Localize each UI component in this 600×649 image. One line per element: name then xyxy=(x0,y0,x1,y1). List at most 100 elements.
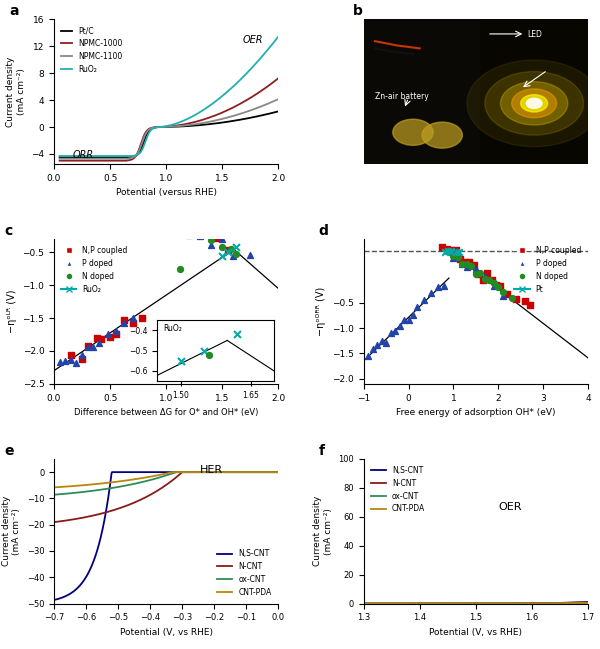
RuO₂ xyxy=(269,40,277,47)
Point xyxy=(476,268,485,278)
Point xyxy=(449,252,458,263)
Point xyxy=(119,315,128,325)
CNT-PDA xyxy=(235,468,242,476)
Point xyxy=(97,334,106,344)
N-CNT xyxy=(235,468,242,476)
CNT-PDA xyxy=(169,468,176,476)
Y-axis label: −ηᵒᴼᴿᴿ (V): −ηᵒᴼᴿᴿ (V) xyxy=(316,287,326,336)
Point xyxy=(399,315,409,326)
Legend: N,S-CNT, N-CNT, ox-CNT, CNT-PDA: N,S-CNT, N-CNT, ox-CNT, CNT-PDA xyxy=(367,463,428,517)
N,S-CNT xyxy=(159,468,166,476)
Point xyxy=(229,251,238,262)
Point xyxy=(498,291,508,301)
Circle shape xyxy=(467,60,600,147)
Line: Pt/C: Pt/C xyxy=(59,112,278,157)
Point xyxy=(83,341,92,351)
NPMC-1000 xyxy=(235,101,242,108)
X-axis label: Potential (V, vs RHE): Potential (V, vs RHE) xyxy=(119,628,212,637)
Point xyxy=(105,332,115,343)
Pt/C xyxy=(275,108,282,116)
NPMC-1000 xyxy=(161,123,169,130)
ox-CNT xyxy=(360,600,367,607)
Point xyxy=(88,341,98,352)
Point xyxy=(446,245,456,256)
NPMC-1100 xyxy=(56,154,63,162)
CNT-PDA xyxy=(494,600,501,607)
Point xyxy=(161,206,171,216)
Y-axis label: Current density
(mA cm⁻²): Current density (mA cm⁻²) xyxy=(2,496,21,567)
Point xyxy=(195,223,205,233)
NPMC-1000 xyxy=(275,75,282,82)
Point xyxy=(77,354,87,365)
Circle shape xyxy=(485,71,584,135)
Line: NPMC-1000: NPMC-1000 xyxy=(59,79,278,161)
Point xyxy=(94,338,104,349)
Pt/C xyxy=(269,109,277,117)
Circle shape xyxy=(393,119,433,145)
ox-CNT xyxy=(270,468,277,476)
N,S-CNT xyxy=(184,468,191,476)
Point xyxy=(156,202,166,213)
Point xyxy=(206,235,216,245)
Point xyxy=(390,326,400,337)
Point xyxy=(173,214,182,225)
Point xyxy=(507,293,517,303)
Point xyxy=(443,246,453,256)
ox-CNT xyxy=(158,473,166,481)
NPMC-1100 xyxy=(275,95,282,103)
Line: ox-CNT: ox-CNT xyxy=(364,603,588,604)
Point xyxy=(433,282,442,292)
Y-axis label: Current density
(mA cm⁻²): Current density (mA cm⁻²) xyxy=(313,496,332,567)
CNT-PDA xyxy=(579,599,586,607)
NPMC-1100 xyxy=(161,123,169,131)
N-CNT xyxy=(184,468,191,476)
Text: a: a xyxy=(9,4,19,18)
Point xyxy=(66,350,76,360)
Point xyxy=(458,259,467,269)
Line: RuO₂: RuO₂ xyxy=(59,36,278,156)
X-axis label: Potential (V, vs RHE): Potential (V, vs RHE) xyxy=(430,628,523,637)
Point xyxy=(231,242,241,252)
Legend: N,P coupled, P doped, N doped, RuO₂: N,P coupled, P doped, N doped, RuO₂ xyxy=(58,243,131,297)
Circle shape xyxy=(512,89,557,117)
N,S-CNT xyxy=(270,468,277,476)
Text: OER: OER xyxy=(498,502,522,511)
Point xyxy=(471,269,481,280)
N,S-CNT xyxy=(172,468,179,476)
Point xyxy=(167,223,176,233)
N-CNT xyxy=(179,468,186,476)
Point xyxy=(61,356,70,367)
Point xyxy=(471,264,481,275)
Point xyxy=(520,295,530,306)
Point xyxy=(111,328,121,339)
Circle shape xyxy=(526,98,542,108)
NPMC-1100 xyxy=(160,123,167,131)
Point xyxy=(493,281,503,291)
Pt/C xyxy=(161,123,169,131)
Point xyxy=(217,251,227,261)
N,S-CNT xyxy=(468,600,475,607)
Point xyxy=(175,263,184,274)
Point xyxy=(437,241,447,252)
Point xyxy=(440,247,450,257)
N,S-CNT xyxy=(235,468,242,476)
Point xyxy=(139,204,149,215)
N,S-CNT xyxy=(109,468,116,476)
N-CNT xyxy=(360,600,367,607)
Point xyxy=(223,245,233,255)
Text: b: b xyxy=(352,4,362,18)
CNT-PDA xyxy=(275,468,282,476)
Pt/C xyxy=(56,153,63,161)
Point xyxy=(119,318,128,328)
Point xyxy=(498,286,508,297)
Point xyxy=(92,333,101,343)
N-CNT xyxy=(494,600,501,607)
Point xyxy=(453,251,463,261)
Point xyxy=(223,247,233,258)
CNT-PDA xyxy=(481,600,488,607)
ox-CNT xyxy=(50,491,58,498)
Point xyxy=(467,260,476,271)
NPMC-1000 xyxy=(160,123,167,130)
N,S-CNT xyxy=(157,468,164,476)
N-CNT xyxy=(579,598,586,606)
